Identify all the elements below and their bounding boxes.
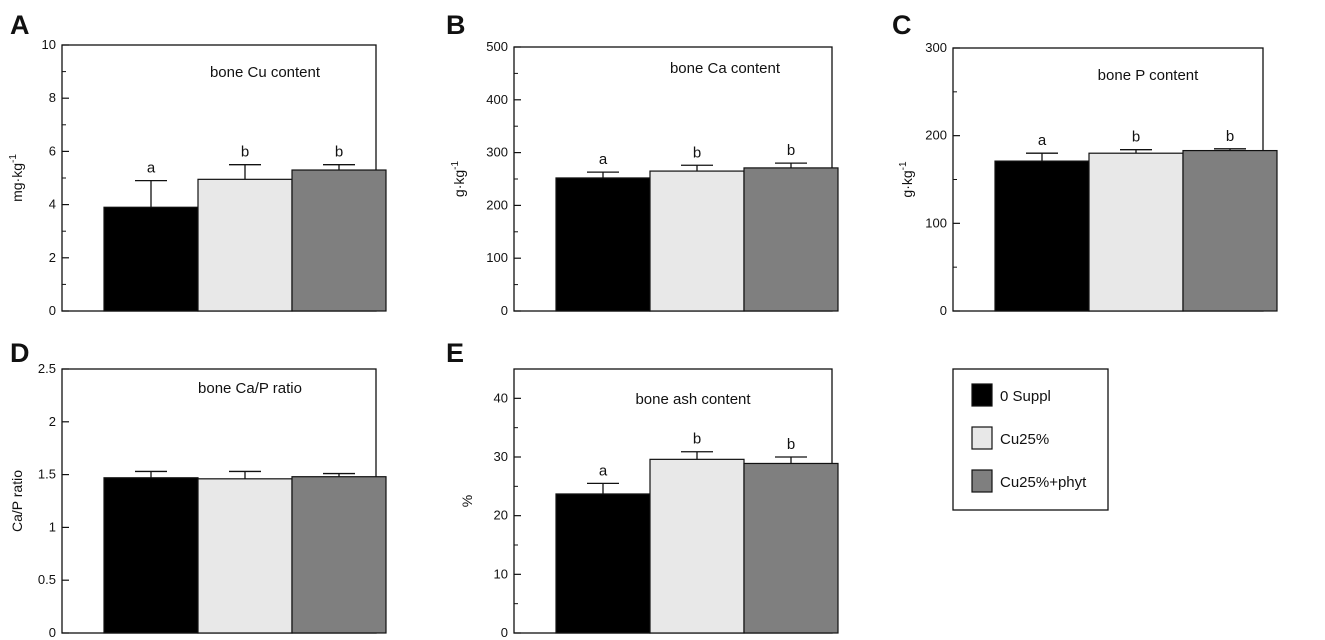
y-tick-label: 2 [49,250,56,265]
bar-a-1 [103,206,199,312]
panel-title: bone Ca/P ratio [198,380,302,397]
y-tick-label: 20 [494,508,508,523]
panel-title: bone Cu content [210,64,321,81]
panel-letter: A [10,10,30,40]
y-axis-label-text: Ca/P ratio [9,470,25,532]
y-tick-label: 2 [49,414,56,429]
y-tick-label: 0 [501,303,508,318]
significance-label: b [335,144,343,161]
panel-title: bone ash content [635,391,751,408]
legend: 0 Suppl Cu25% Cu25%+phyt [952,368,1109,511]
bar-e-1 [555,493,651,634]
significance-label: b [693,144,701,161]
bar-d-2 [197,478,293,634]
panel-title: bone P content [1098,67,1199,84]
significance-label: a [599,151,608,168]
bar-a-3 [291,169,387,312]
y-tick-label: 0 [49,303,56,318]
y-axis-label-superscript: -1 [8,154,19,163]
bar-b-1 [555,177,651,312]
legend-swatch [971,426,993,450]
y-axis-label: g·kg-1 [898,161,915,198]
panel-letter: C [892,10,912,40]
y-tick-label: 10 [494,566,508,581]
legend-swatch [971,469,993,493]
bar-c-1 [994,160,1090,312]
y-axis-label: Ca/P ratio [9,470,25,532]
y-axis-label: mg·kg-1 [8,154,25,202]
panel-letter: D [10,338,30,368]
y-tick-label: 500 [486,39,508,54]
legend-label: Cu25% [1000,431,1049,448]
y-tick-label: 0.5 [38,572,56,587]
significance-label: b [693,431,701,448]
y-tick-label: 200 [486,197,508,212]
bar-e-2 [649,458,745,634]
y-tick-label: 4 [49,197,56,212]
y-tick-label: 100 [486,250,508,265]
y-axis-label-text: g·kg [899,170,915,197]
y-axis-label: % [459,495,475,507]
legend-swatch [971,383,993,407]
y-axis-label-text: g·kg [451,170,467,197]
y-axis-label: g·kg-1 [450,161,467,198]
y-tick-label: 400 [486,92,508,107]
significance-label: b [1132,129,1140,146]
significance-label: b [1226,128,1234,145]
significance-label: b [241,144,249,161]
y-tick-label: 0 [501,625,508,640]
y-tick-label: 2.5 [38,361,56,376]
legend-label: 0 Suppl [1000,388,1051,405]
y-axis-label-text: mg·kg [9,163,25,202]
y-tick-label: 6 [49,143,56,158]
panel-letter: E [446,338,464,368]
y-tick-label: 200 [925,128,947,143]
bar-c-3 [1182,149,1278,312]
y-tick-label: 40 [494,390,508,405]
legend-label: Cu25%+phyt [1000,474,1087,491]
bar-b-3 [743,167,839,312]
bar-d-1 [103,477,199,634]
y-axis-label-text: % [459,495,475,507]
y-tick-label: 1.5 [38,467,56,482]
y-axis-label-superscript: -1 [450,161,461,170]
y-axis-label-superscript: -1 [898,161,909,170]
y-tick-label: 8 [49,90,56,105]
bar-c-2 [1088,152,1184,312]
y-tick-label: 1 [49,519,56,534]
panel-title: bone Ca content [670,60,781,77]
significance-label: a [1038,132,1047,149]
bar-d-3 [291,476,387,634]
y-tick-label: 0 [49,625,56,640]
y-tick-label: 100 [925,215,947,230]
significance-label: b [787,142,795,159]
bar-b-2 [649,170,745,312]
significance-label: a [147,160,156,177]
panel-letter: B [446,10,466,40]
y-tick-label: 0 [940,303,947,318]
bar-a-2 [197,178,293,312]
significance-label: b [787,436,795,453]
y-tick-label: 30 [494,449,508,464]
y-tick-label: 300 [486,145,508,160]
y-tick-label: 10 [42,37,56,52]
y-tick-label: 300 [925,40,947,55]
bar-e-3 [743,462,839,634]
significance-label: a [599,462,608,479]
